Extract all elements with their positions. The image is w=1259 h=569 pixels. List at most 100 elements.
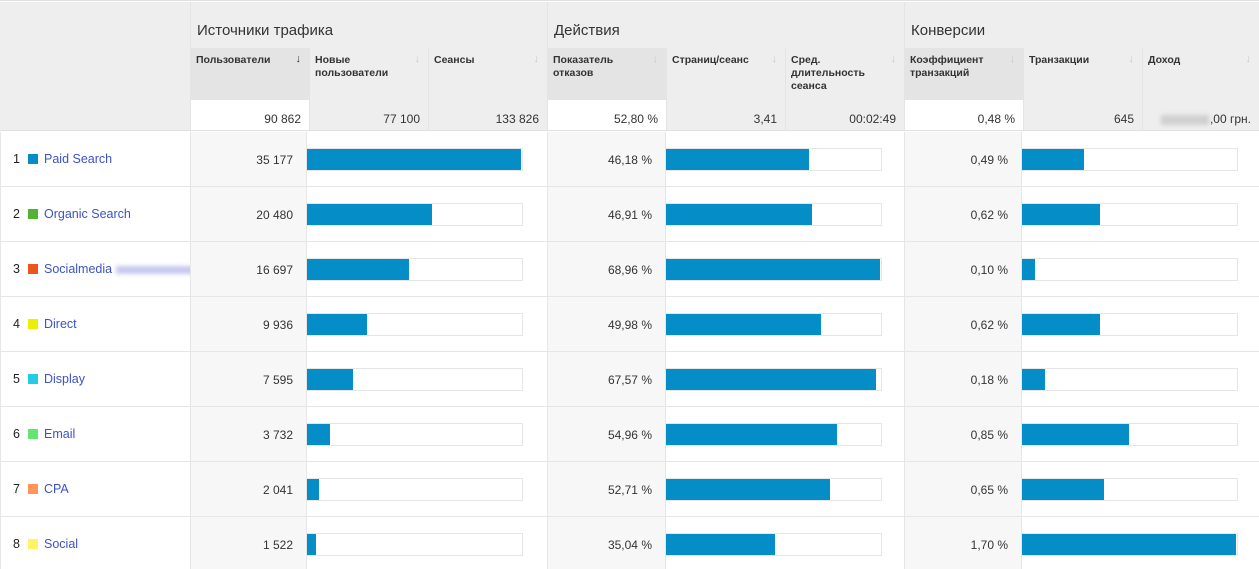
column-header-transactions[interactable]: Транзакции ↓: [1023, 48, 1142, 100]
total-transactions: 645: [1023, 100, 1142, 130]
conversion-bar-cell: [1021, 407, 1259, 461]
column-header-pages-per-session[interactable]: Страниц/сеанс ↓: [666, 48, 785, 100]
bounce-value: 52,71 %: [547, 462, 665, 516]
users-bar-track: [307, 203, 523, 226]
users-bar-cell: [306, 187, 547, 241]
channel-link[interactable]: CPA: [44, 482, 69, 496]
conversion-bar: [1022, 369, 1045, 390]
column-header-new-users[interactable]: Новые пользователи ↓: [309, 48, 428, 100]
users-value: 16 697: [190, 242, 306, 296]
table-row: 5 Display 7 595 67,57 % 0,18 %: [0, 352, 1259, 407]
sort-arrow-down-icon[interactable]: ↓: [771, 53, 778, 65]
total-new-users: 77 100: [309, 100, 428, 130]
sort-arrow-down-icon[interactable]: ↓: [414, 53, 421, 65]
table-row: 2 Organic Search 20 480 46,91 % 0,62 %: [0, 187, 1259, 242]
conversion-bar: [1022, 204, 1101, 225]
conversion-value: 0,49 %: [904, 132, 1021, 186]
sort-arrow-down-icon[interactable]: ↓: [652, 53, 659, 65]
bounce-bar-cell: [665, 187, 904, 241]
bounce-bar-track: [666, 313, 882, 336]
channel-color-swatch-icon: [28, 374, 38, 384]
users-value: 3 732: [190, 407, 306, 461]
row-index: 6: [13, 427, 20, 441]
bounce-value: 46,18 %: [547, 132, 665, 186]
users-bar-track: [307, 313, 523, 336]
channel-color-swatch-icon: [28, 484, 38, 494]
channel-cell: 5 Display: [0, 352, 190, 406]
column-label: Сеансы: [434, 54, 475, 66]
sort-arrow-down-icon[interactable]: ↓: [1009, 53, 1016, 65]
bounce-value: 68,96 %: [547, 242, 665, 296]
users-bar: [307, 204, 432, 225]
row-index: 8: [13, 537, 20, 551]
bounce-bar-track: [666, 203, 882, 226]
column-header-users[interactable]: Пользователи ↓: [190, 48, 309, 100]
users-value: 35 177: [190, 132, 306, 186]
users-bar: [307, 259, 409, 280]
sort-arrow-down-icon[interactable]: ↓: [1128, 53, 1135, 65]
conversion-value: 0,18 %: [904, 352, 1021, 406]
column-header-conversion-rate[interactable]: Коэффициент транзакций ↓: [904, 48, 1023, 100]
row-index: 2: [13, 207, 20, 221]
column-label: Показатель отказов: [553, 54, 614, 79]
bounce-value: 67,57 %: [547, 352, 665, 406]
column-header-sessions[interactable]: Сеансы ↓: [428, 48, 547, 100]
channel-link[interactable]: Email: [44, 427, 76, 441]
table-row: 4 Direct 9 936 49,98 % 0,62 %: [0, 297, 1259, 352]
conversion-bar-track: [1022, 203, 1238, 226]
users-bar-cell: [306, 352, 547, 406]
conversion-bar-cell: [1021, 352, 1259, 406]
channel-link[interactable]: Display: [44, 372, 85, 386]
users-bar: [307, 424, 330, 445]
channel-link[interactable]: Socialmedia: [44, 262, 113, 276]
column-header-bounce-rate[interactable]: Показатель отказов ↓: [547, 48, 666, 100]
group-acquisition: Источники трафика: [190, 2, 547, 48]
table-row: 6 Email 3 732 54,96 % 0,85 %: [0, 407, 1259, 462]
column-header-revenue[interactable]: Доход ↓: [1142, 48, 1259, 100]
bounce-bar-track: [666, 258, 882, 281]
bounce-bar: [666, 534, 775, 555]
channel-cell: 8 Social: [0, 517, 190, 569]
bounce-bar-cell: [665, 132, 904, 186]
channel-link[interactable]: Organic Search: [44, 207, 131, 221]
table-row: 3 Socialmedia 16 697 68,96 % 0,10 %: [0, 242, 1259, 297]
users-value: 20 480: [190, 187, 306, 241]
sort-arrow-down-icon[interactable]: ↓: [533, 53, 540, 65]
conversion-bar-track: [1022, 313, 1238, 336]
conversion-bar: [1022, 149, 1084, 170]
total-sessions: 133 826: [428, 100, 547, 130]
channel-color-swatch-icon: [28, 539, 38, 549]
bounce-bar: [666, 314, 822, 335]
channel-color-swatch-icon: [28, 264, 38, 274]
bounce-value: 54,96 %: [547, 407, 665, 461]
sort-arrow-down-icon[interactable]: ↓: [1245, 53, 1252, 65]
users-bar-track: [307, 148, 523, 171]
column-label: Страниц/сеанс: [672, 54, 749, 66]
users-bar: [307, 534, 317, 555]
channel-link[interactable]: Social: [44, 537, 79, 551]
bounce-bar-track: [666, 368, 882, 391]
sort-arrow-down-icon[interactable]: ↓: [295, 53, 302, 65]
channel-cell: 7 CPA: [0, 462, 190, 516]
revenue-suffix: ,00 грн.: [1209, 112, 1251, 126]
bounce-bar: [666, 479, 830, 500]
column-label: Транзакции: [1029, 54, 1090, 66]
conversion-value: 0,85 %: [904, 407, 1021, 461]
users-value: 1 522: [190, 517, 306, 569]
sort-arrow-down-icon[interactable]: ↓: [890, 53, 897, 65]
users-bar: [307, 149, 521, 170]
column-header-avg-duration[interactable]: Сред. длительность сеанса ↓: [785, 48, 904, 100]
bounce-bar-track: [666, 478, 882, 501]
channel-link[interactable]: Direct: [44, 317, 77, 331]
channel-cell: 1 Paid Search: [0, 132, 190, 186]
conversion-bar-cell: [1021, 132, 1259, 186]
users-bar-cell: [306, 407, 547, 461]
channel-link[interactable]: Paid Search: [44, 152, 113, 166]
group-behavior: Действия: [547, 2, 904, 48]
users-bar-track: [307, 533, 523, 556]
bounce-bar: [666, 204, 812, 225]
users-bar-cell: [306, 297, 547, 351]
bounce-value: 35,04 %: [547, 517, 665, 569]
totals-row: 90 862 77 100 133 826 52,80 % 3,41 00:02…: [0, 100, 1259, 131]
column-label: Сред. длительность сеанса: [791, 54, 865, 92]
